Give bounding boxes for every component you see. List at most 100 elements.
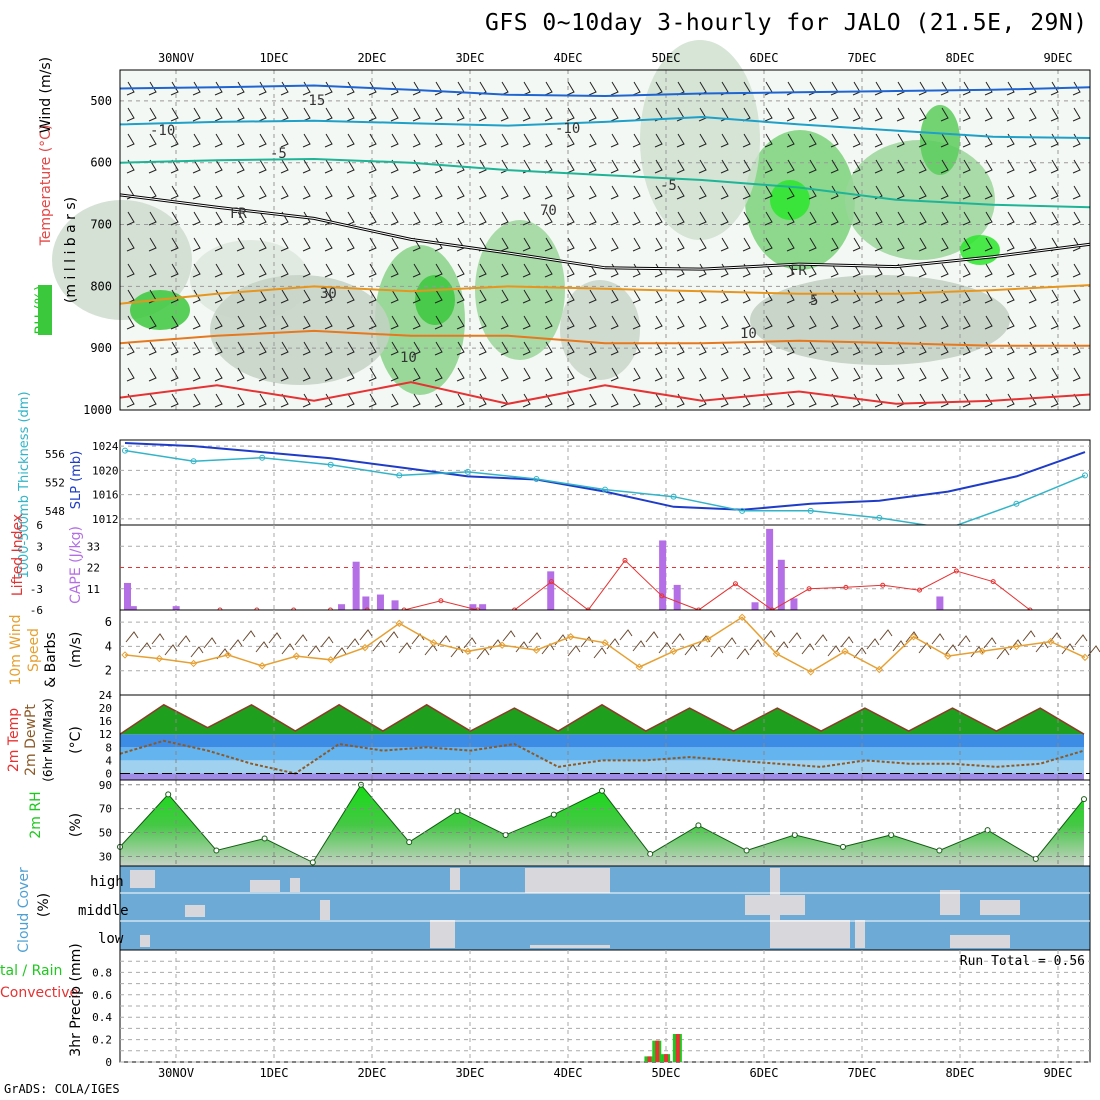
wind-point-1 xyxy=(155,654,163,663)
wind-barb xyxy=(896,211,905,226)
surface-barb xyxy=(931,633,945,645)
wind-barb xyxy=(170,367,179,382)
wind-barb xyxy=(456,393,465,408)
wind-barb xyxy=(676,237,685,252)
cloud-block-5 xyxy=(770,920,850,948)
wind-barb xyxy=(324,107,333,122)
wind-barb xyxy=(258,289,267,304)
wind-barb xyxy=(170,185,179,200)
wind-barb xyxy=(786,185,795,200)
surface-barb xyxy=(437,635,451,647)
surface-barb xyxy=(827,645,841,657)
wind-barb xyxy=(852,315,861,330)
wind-barb xyxy=(588,315,597,330)
li-point-11 xyxy=(622,557,628,563)
rh-tick-50: 50 xyxy=(99,827,112,840)
wind-barb xyxy=(830,237,839,252)
wind-barb xyxy=(170,211,179,226)
contour-label-1: -10 xyxy=(150,123,175,139)
wind-barb xyxy=(1050,81,1059,96)
wind-barb xyxy=(764,367,773,382)
surface-barb xyxy=(905,631,919,643)
thickness-point-13 xyxy=(1013,500,1020,507)
surface-barb xyxy=(619,629,633,641)
wind-barb xyxy=(214,393,223,408)
wind-barb xyxy=(478,185,487,200)
temp-tick-12: 12 xyxy=(99,728,112,741)
surface-barb xyxy=(502,630,516,642)
wind-barb xyxy=(896,341,905,356)
rh-shading-9 xyxy=(640,40,760,240)
wind-barb xyxy=(566,341,575,356)
rh-point-10 xyxy=(599,787,605,794)
wind-barb xyxy=(434,289,443,304)
wind-barb xyxy=(1050,367,1059,382)
wind-barb xyxy=(676,341,685,356)
wind-barb xyxy=(588,159,597,174)
wind-barb xyxy=(148,159,157,174)
wind-barb xyxy=(544,263,553,278)
thickness-point-2 xyxy=(259,454,266,461)
contour-label-10: -5 xyxy=(660,178,677,194)
wind-point-7 xyxy=(361,643,369,652)
xtick-bottom-1DEC: 1DEC xyxy=(260,1066,289,1080)
surface-barb xyxy=(567,645,581,657)
wind-barb xyxy=(214,237,223,252)
wind-barb xyxy=(544,237,553,252)
wind-barb xyxy=(214,133,223,148)
xtick-top-6DEC: 6DEC xyxy=(750,51,779,65)
surface-barb xyxy=(359,629,373,641)
wind-barb xyxy=(632,367,641,382)
wind-barb xyxy=(214,81,223,96)
rh-tick-30: 30 xyxy=(99,850,112,863)
wind-barb xyxy=(808,393,817,408)
surface-barb xyxy=(515,641,529,653)
wind-barb xyxy=(302,211,311,226)
wind-barb xyxy=(698,263,707,278)
wind-barb xyxy=(918,263,927,278)
wind-barb xyxy=(544,211,553,226)
wind-barb xyxy=(170,107,179,122)
wind-barb xyxy=(214,263,223,278)
wind-barb xyxy=(742,159,751,174)
wind-barb xyxy=(632,133,641,148)
rh-point-14 xyxy=(791,831,798,838)
wind-barb xyxy=(742,133,751,148)
wind-barb xyxy=(258,341,267,356)
temp-contour-15 xyxy=(119,381,1091,405)
wind-barb xyxy=(280,185,289,200)
wind-barb xyxy=(390,159,399,174)
wind-point-2 xyxy=(189,659,198,668)
thickness-tick-556: 556 xyxy=(45,448,65,461)
wind-barb xyxy=(984,367,993,382)
temp-line xyxy=(119,703,1085,735)
wind-barb xyxy=(1028,315,1037,330)
rh-shading-13 xyxy=(210,275,390,385)
wind-barb xyxy=(566,81,575,96)
wind-barb xyxy=(830,159,839,174)
surface-barb xyxy=(528,632,542,644)
wind-barb xyxy=(148,367,157,382)
wind-point-14 xyxy=(601,639,609,647)
wind-barb xyxy=(346,211,355,226)
wind-barb xyxy=(1028,289,1037,304)
wind-barb xyxy=(236,159,245,174)
thickness-tick-548: 548 xyxy=(45,505,65,518)
wind-barb xyxy=(830,393,839,408)
surface-barb xyxy=(1074,634,1088,646)
cape-bar-0 xyxy=(124,582,131,610)
wind-barb xyxy=(126,237,135,252)
wind-barb xyxy=(192,133,201,148)
wind-barb xyxy=(434,107,443,122)
wind-barb xyxy=(544,393,553,408)
wind-barb xyxy=(984,185,993,200)
upper-ytick-600: 600 xyxy=(90,156,112,170)
wind-barb xyxy=(654,341,663,356)
wind-barb xyxy=(698,289,707,304)
wind-barb xyxy=(368,289,377,304)
wind-barb xyxy=(984,159,993,174)
wind-barb xyxy=(302,367,311,382)
surface-barb xyxy=(892,640,906,652)
wind-barb xyxy=(566,107,575,122)
wind-barb xyxy=(434,315,443,330)
